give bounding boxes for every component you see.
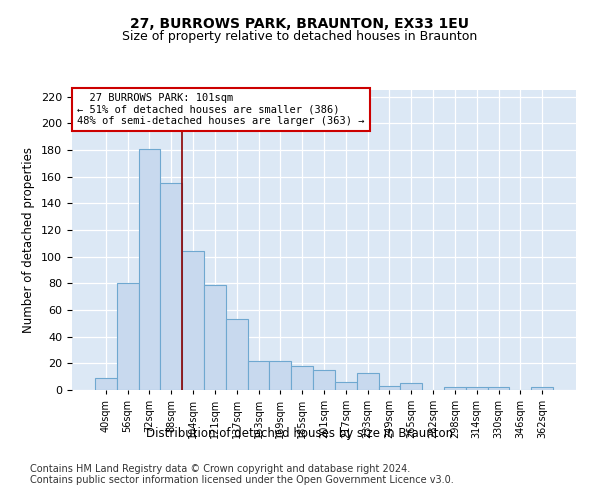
Bar <box>204 284 226 390</box>
Bar <box>117 284 139 390</box>
Bar <box>466 388 488 390</box>
Text: Size of property relative to detached houses in Braunton: Size of property relative to detached ho… <box>122 30 478 43</box>
Bar <box>335 382 357 390</box>
Bar <box>488 388 509 390</box>
Text: 27, BURROWS PARK, BRAUNTON, EX33 1EU: 27, BURROWS PARK, BRAUNTON, EX33 1EU <box>131 18 470 32</box>
Bar <box>182 252 204 390</box>
Bar <box>400 384 422 390</box>
Bar <box>269 360 291 390</box>
Bar <box>444 388 466 390</box>
Bar <box>226 320 248 390</box>
Text: 27 BURROWS PARK: 101sqm
← 51% of detached houses are smaller (386)
48% of semi-d: 27 BURROWS PARK: 101sqm ← 51% of detache… <box>77 93 365 126</box>
Text: Distribution of detached houses by size in Braunton: Distribution of detached houses by size … <box>146 428 454 440</box>
Bar <box>313 370 335 390</box>
Y-axis label: Number of detached properties: Number of detached properties <box>22 147 35 333</box>
Bar <box>357 372 379 390</box>
Bar <box>531 388 553 390</box>
Bar <box>160 184 182 390</box>
Bar <box>139 148 160 390</box>
Bar <box>291 366 313 390</box>
Text: Contains HM Land Registry data © Crown copyright and database right 2024.: Contains HM Land Registry data © Crown c… <box>30 464 410 474</box>
Text: Contains public sector information licensed under the Open Government Licence v3: Contains public sector information licen… <box>30 475 454 485</box>
Bar <box>248 360 269 390</box>
Bar <box>95 378 117 390</box>
Bar <box>379 386 400 390</box>
